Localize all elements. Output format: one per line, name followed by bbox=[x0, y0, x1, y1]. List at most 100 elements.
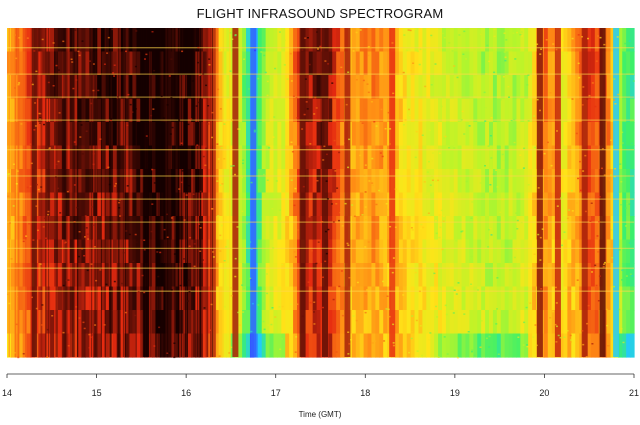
noise-speck bbox=[278, 31, 281, 33]
heatmap-cell bbox=[242, 28, 247, 53]
noise-speck bbox=[153, 345, 156, 347]
signal-streak bbox=[96, 28, 98, 357]
noise-speck bbox=[253, 129, 256, 132]
heatmap-cell bbox=[151, 98, 157, 123]
heatmap-cell bbox=[394, 239, 400, 264]
noise-speck bbox=[584, 154, 587, 157]
noise-speck bbox=[302, 185, 305, 188]
noise-speck bbox=[402, 294, 405, 296]
heatmap-cell bbox=[304, 263, 310, 288]
noise-speck bbox=[571, 37, 574, 40]
heatmap-cell bbox=[124, 239, 130, 264]
heatmap-cell bbox=[457, 98, 463, 123]
noise-speck bbox=[457, 282, 460, 284]
heatmap-cell bbox=[453, 286, 459, 311]
noise-speck bbox=[290, 179, 293, 181]
noise-speck bbox=[563, 336, 566, 338]
heatmap-cell bbox=[312, 145, 318, 170]
heatmap-cell bbox=[398, 310, 404, 335]
noise-speck bbox=[453, 65, 456, 67]
heatmap-cell bbox=[610, 75, 616, 100]
noise-speck bbox=[370, 101, 373, 103]
noise-speck bbox=[373, 121, 376, 123]
heatmap-cell bbox=[485, 216, 490, 241]
heatmap-cell bbox=[269, 216, 275, 241]
noise-speck bbox=[199, 250, 202, 252]
heatmap-cell bbox=[606, 192, 612, 217]
heatmap-cell bbox=[97, 122, 102, 147]
noise-speck bbox=[274, 316, 277, 318]
heatmap-cell bbox=[18, 169, 24, 194]
noise-speck bbox=[247, 88, 250, 90]
heatmap-cell bbox=[269, 169, 275, 194]
heatmap-cell bbox=[128, 28, 133, 53]
heatmap-cell bbox=[457, 145, 463, 170]
heatmap-cell bbox=[571, 310, 576, 335]
noise-speck bbox=[618, 308, 621, 311]
noise-speck bbox=[230, 287, 233, 289]
heatmap-cell bbox=[148, 145, 153, 170]
heatmap-cell bbox=[77, 75, 83, 100]
heatmap-cell bbox=[18, 145, 24, 170]
noise-speck bbox=[250, 233, 253, 235]
heatmap-cell bbox=[151, 263, 157, 288]
heatmap-cell bbox=[453, 333, 459, 358]
noise-speck bbox=[219, 108, 222, 110]
noise-speck bbox=[617, 93, 620, 96]
heatmap-cell bbox=[238, 239, 243, 264]
noise-speck bbox=[198, 74, 201, 76]
heatmap-cell bbox=[136, 333, 141, 358]
noise-speck bbox=[581, 104, 584, 106]
heatmap-cell bbox=[559, 286, 565, 311]
noise-speck bbox=[586, 322, 589, 325]
heatmap-cell bbox=[590, 169, 596, 194]
noise-speck bbox=[485, 337, 488, 340]
heatmap-cell bbox=[97, 169, 102, 194]
noise-speck bbox=[547, 178, 550, 181]
noise-speck bbox=[597, 251, 600, 253]
noise-speck bbox=[292, 95, 295, 98]
heatmap-cell bbox=[85, 333, 90, 358]
heatmap-cell bbox=[42, 333, 47, 358]
heatmap-cell bbox=[261, 216, 267, 241]
noise-speck bbox=[340, 66, 343, 69]
heatmap-cell bbox=[618, 98, 623, 123]
noise-speck bbox=[274, 67, 277, 70]
heatmap-cell bbox=[10, 192, 16, 217]
heatmap-cell bbox=[430, 122, 435, 147]
noise-speck bbox=[603, 174, 606, 176]
heatmap-cell bbox=[532, 239, 537, 264]
signal-streak bbox=[100, 28, 102, 357]
heatmap-cell bbox=[445, 263, 451, 288]
heatmap-cell bbox=[422, 216, 427, 241]
heatmap-cell bbox=[410, 122, 416, 147]
noise-speck bbox=[513, 256, 516, 259]
heatmap-cell bbox=[457, 216, 463, 241]
heatmap-cell bbox=[594, 51, 600, 76]
heatmap-cell bbox=[551, 28, 557, 53]
noise-speck bbox=[97, 89, 100, 92]
noise-speck bbox=[484, 107, 487, 109]
heatmap-cell bbox=[496, 75, 502, 100]
heatmap-cell bbox=[355, 286, 361, 311]
noise-speck bbox=[364, 293, 367, 295]
heatmap-cell bbox=[508, 310, 514, 335]
heatmap-cell bbox=[371, 75, 376, 100]
noise-speck bbox=[456, 76, 459, 79]
heatmap-cell bbox=[575, 169, 580, 194]
heatmap-cell bbox=[398, 192, 404, 217]
heatmap-cell bbox=[516, 145, 521, 170]
heatmap-cell bbox=[65, 122, 71, 147]
noise-speck bbox=[180, 142, 183, 144]
heatmap-cell bbox=[410, 28, 416, 53]
heatmap-cell bbox=[398, 169, 404, 194]
heatmap-cell bbox=[394, 98, 400, 123]
noise-speck bbox=[150, 230, 153, 233]
noise-speck bbox=[267, 144, 270, 146]
noise-speck bbox=[443, 137, 445, 139]
noise-speck bbox=[135, 30, 138, 32]
heatmap-cell bbox=[65, 51, 71, 76]
noise-speck bbox=[408, 108, 410, 111]
heatmap-cell bbox=[567, 286, 572, 311]
noise-speck bbox=[549, 92, 552, 94]
